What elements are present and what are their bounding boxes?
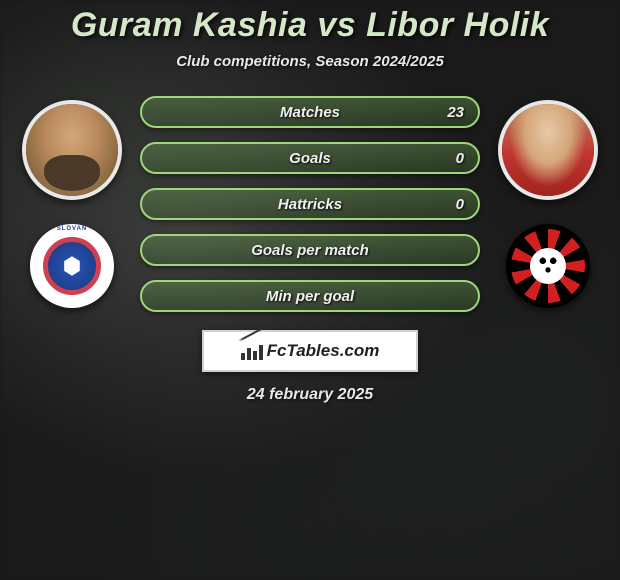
left-player-column: SLOVAN [22, 96, 122, 308]
stat-label: Matches [280, 104, 340, 121]
site-name: FcTables.com [267, 341, 380, 361]
player-left-face-icon [26, 104, 118, 196]
stat-value-right: 23 [447, 104, 464, 121]
stat-row-goals: Goals 0 [140, 142, 480, 174]
stat-row-min-per-goal: Min per goal [140, 280, 480, 312]
player-left-club-badge: SLOVAN [30, 224, 114, 308]
stat-row-hattricks: Hattricks 0 [140, 188, 480, 220]
stat-label: Goals [289, 150, 331, 167]
snapshot-date: 24 february 2025 [247, 386, 373, 404]
chart-icon [241, 342, 261, 360]
subtitle: Club competitions, Season 2024/2025 [176, 53, 444, 70]
stat-label: Goals per match [251, 242, 369, 259]
player-right-face-icon [502, 104, 594, 196]
comparison-row: SLOVAN Matches 23 Goals 0 Hattricks 0 Go… [0, 96, 620, 312]
site-attribution-badge[interactable]: FcTables.com [202, 330, 418, 372]
right-player-column [498, 96, 598, 308]
content-root: Guram Kashia vs Libor Holik Club competi… [0, 0, 620, 580]
stat-row-matches: Matches 23 [140, 96, 480, 128]
stat-label: Hattricks [278, 196, 342, 213]
player-left-avatar [22, 100, 122, 200]
player-right-club-badge [506, 224, 590, 308]
page-title: Guram Kashia vs Libor Holik [71, 6, 549, 45]
stat-value-right: 0 [456, 150, 464, 167]
stat-row-goals-per-match: Goals per match [140, 234, 480, 266]
stat-label: Min per goal [266, 288, 354, 305]
player-right-avatar [498, 100, 598, 200]
club-left-name-arc: SLOVAN [30, 226, 114, 232]
stat-value-right: 0 [456, 196, 464, 213]
stats-column: Matches 23 Goals 0 Hattricks 0 Goals per… [140, 96, 480, 312]
club-left-crest-icon [43, 237, 102, 296]
